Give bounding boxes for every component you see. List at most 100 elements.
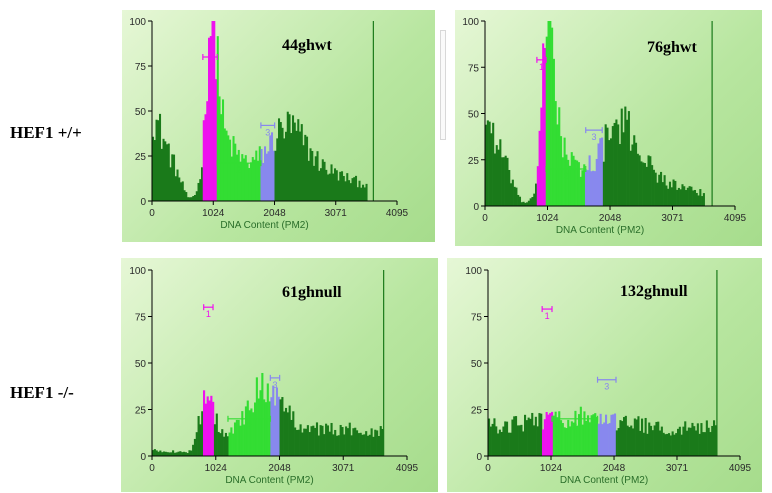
histogram-bar	[513, 186, 516, 206]
histogram-bar	[153, 449, 156, 456]
histogram-bar	[543, 48, 547, 206]
x-tick-label: 2048	[263, 208, 286, 219]
x-axis-label: DNA Content (PM2)	[225, 475, 313, 486]
histogram-bar	[210, 395, 213, 456]
histogram-bar	[261, 372, 264, 456]
histogram-bar	[624, 106, 627, 206]
histogram-bar	[704, 432, 707, 456]
histogram-bar	[346, 173, 349, 201]
panel-44ghwt: 1 2 3 0 25 50 75 100 0 1024 2048 3071 4095 DNA Conten…	[122, 10, 435, 242]
region-marker-2[interactable]: 2	[216, 160, 262, 175]
histogram-bar	[208, 37, 211, 202]
region-marker-2[interactable]: 2	[551, 415, 599, 431]
region-marker-3[interactable]: 3	[596, 376, 617, 392]
histogram-bar	[617, 124, 620, 206]
region-marker-1[interactable]: 1	[536, 56, 547, 72]
histogram-bar	[702, 193, 705, 206]
region-marker-1[interactable]: 1	[541, 306, 553, 321]
histogram-bar	[206, 101, 209, 201]
histogram-bar	[283, 411, 286, 456]
histogram-bar	[520, 202, 523, 206]
histogram-bar	[323, 161, 326, 201]
region-marker-1[interactable]: 1	[203, 304, 214, 319]
histogram-bar	[306, 425, 309, 456]
histogram-bar	[335, 170, 338, 201]
histogram-bar	[252, 412, 255, 456]
histogram-bar	[547, 21, 550, 206]
histogram-bar	[188, 197, 191, 201]
histogram-bar	[215, 413, 218, 456]
histogram-bar	[311, 150, 314, 201]
histogram-bar	[379, 426, 382, 456]
histogram-bar	[330, 164, 333, 201]
y-tick-label: 50	[135, 359, 147, 370]
histogram-bar	[643, 163, 647, 206]
histogram-bar	[285, 131, 288, 201]
histogram-bar	[181, 452, 184, 456]
histogram-bar	[295, 430, 299, 456]
histogram-bar	[570, 152, 573, 206]
histogram-bar	[485, 124, 488, 206]
histogram-bar	[341, 171, 344, 201]
histogram-bar	[610, 138, 613, 206]
histogram-bar	[543, 419, 546, 456]
region-label: 2	[563, 171, 568, 181]
histogram-bar	[237, 149, 240, 201]
histogram-bar	[504, 421, 507, 456]
histogram-bar	[153, 140, 156, 201]
histogram-bar	[560, 420, 563, 456]
histogram-bar	[515, 416, 518, 456]
histogram-bar	[288, 114, 291, 201]
histogram-bar	[363, 187, 366, 201]
histogram-bar	[286, 412, 289, 456]
histogram-bar	[290, 133, 293, 201]
histogram-bar	[246, 162, 249, 201]
histogram-bar	[299, 131, 302, 201]
y-tick-label: 100	[129, 266, 146, 277]
histogram-bar	[499, 139, 502, 206]
histogram-bar	[549, 21, 552, 206]
histogram-bar	[159, 113, 162, 201]
x-tick-label: 1024	[540, 463, 563, 474]
histogram-bar	[642, 432, 645, 456]
histogram-bar	[213, 424, 217, 456]
histogram-bar	[668, 433, 671, 456]
histogram-bar	[691, 422, 694, 456]
histogram-bar	[226, 436, 229, 456]
region-marker-3[interactable]: 3	[585, 127, 603, 142]
histogram-bar	[157, 120, 160, 201]
histogram-bar	[162, 138, 165, 201]
histogram-bar	[599, 413, 602, 456]
histogram-bar	[356, 430, 359, 456]
histogram-bar	[258, 146, 261, 201]
y-tick-label: 100	[465, 266, 482, 277]
histogram-bar	[359, 432, 362, 456]
region-marker-3[interactable]: 3	[260, 122, 276, 137]
histogram-bar	[323, 434, 326, 456]
region-marker-3[interactable]: 3	[269, 374, 281, 390]
histogram-bar	[536, 166, 539, 206]
histogram-bar	[255, 377, 258, 456]
histogram-61ghnull: 1 2 3 0 25 50 75 100 0 1024 2048 3071 4095 DNA Conten…	[129, 266, 418, 486]
histogram-bar	[696, 423, 699, 456]
histogram-bar	[216, 36, 219, 201]
histogram-bar	[542, 43, 545, 206]
histogram-bar	[342, 176, 345, 201]
region-marker-2[interactable]: 2	[227, 415, 271, 431]
histogram-bar	[561, 423, 564, 456]
histogram-bar	[321, 159, 324, 201]
histogram-bar	[350, 435, 353, 456]
histogram-bar	[595, 158, 598, 206]
region-marker-1[interactable]: 1	[202, 54, 218, 69]
region-marker-2[interactable]: 2	[545, 166, 587, 181]
region-label: 3	[591, 132, 596, 142]
histogram-bar	[339, 424, 342, 456]
histogram-bar	[268, 401, 271, 456]
histogram-bar	[534, 416, 537, 456]
histogram-bar	[585, 420, 588, 456]
histogram-bar	[633, 418, 636, 456]
histogram-bar	[239, 161, 242, 201]
histogram-bar	[162, 451, 166, 456]
histogram-bar	[174, 176, 177, 201]
histogram-bar	[690, 186, 693, 206]
